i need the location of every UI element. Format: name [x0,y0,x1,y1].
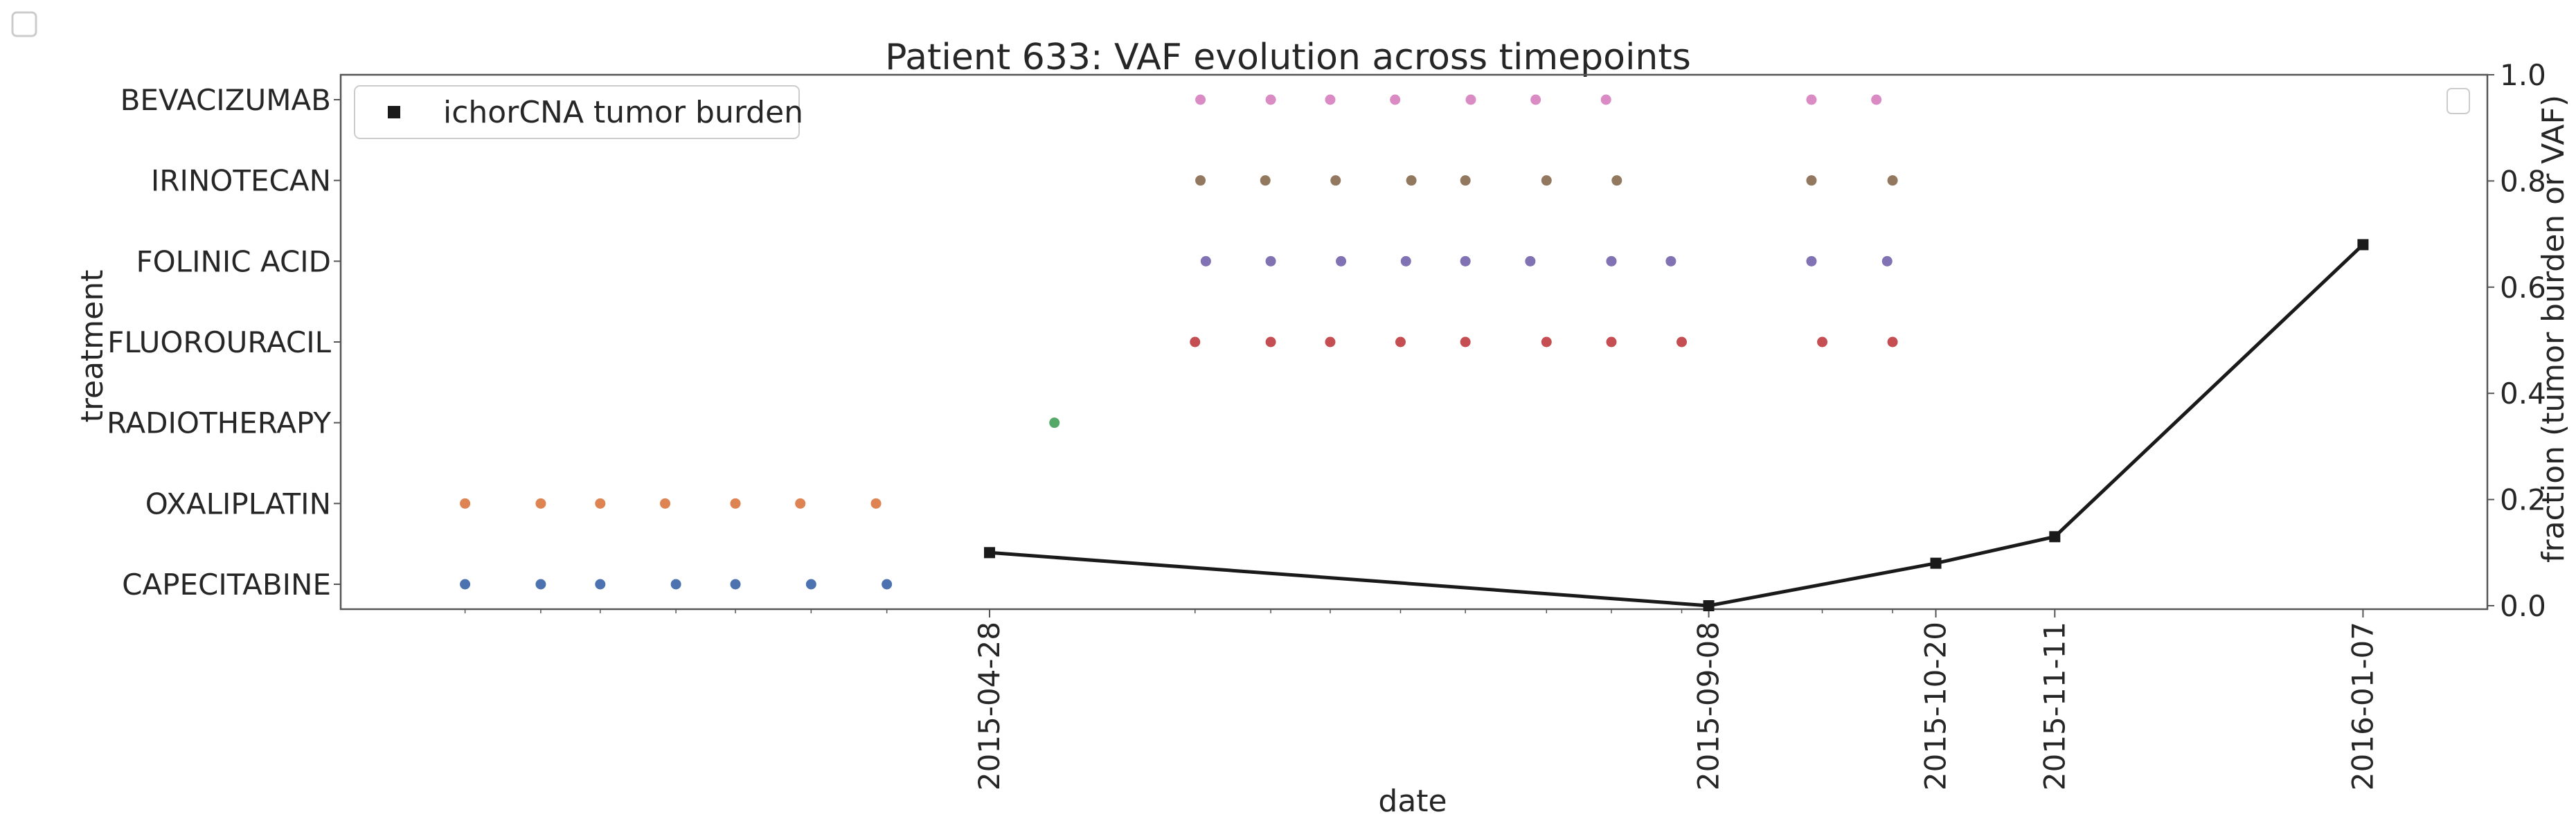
y2-tick-label: 0.4 [2500,377,2546,410]
x-tick-label: 2015-10-20 [1919,622,1953,791]
treatment-dot [730,498,741,509]
treatment-dot [670,579,681,590]
treatment-dot [1049,417,1060,428]
treatment-dot [1265,255,1276,267]
treatment-dot [1606,336,1617,348]
legend-square-marker [388,106,400,118]
treatment-dot [1265,94,1276,105]
treatment-dot [1195,175,1206,186]
treatment-dot [870,498,882,509]
treatment-dot [1460,255,1471,267]
y-tick-label: FLUOROURACIL [107,325,331,359]
tumor-burden-marker [1930,557,1942,569]
treatment-dot [1525,255,1536,267]
y2-tick-label: 0.8 [2500,164,2546,198]
chart-title: Patient 633: VAF evolution across timepo… [885,37,1691,78]
treatment-dot [1871,94,1882,105]
treatment-dot [1460,175,1471,186]
treatment-dot [595,579,606,590]
treatment-dot [1330,175,1341,186]
x-tick-label: 2015-11-11 [2037,622,2071,791]
y2-tick-label: 1.0 [2500,58,2546,92]
treatment-dot [1395,336,1406,348]
treatment-dot [1260,175,1271,186]
x-tick-label: 2016-01-07 [2345,622,2379,791]
y-tick-label: FOLINIC ACID [136,244,331,278]
treatment-dot [1390,94,1401,105]
plot-frame [339,73,2489,611]
y-axis-label: treatment [75,270,110,423]
treatment-dot [1336,255,1347,267]
treatment-dot [882,579,893,590]
treatment-dot [535,498,546,509]
treatment-dot [1406,175,1417,186]
tumor-burden-marker [2357,239,2369,251]
treatment-dot [1665,255,1676,267]
treatment-dot [1817,336,1828,348]
corner-checkbox[interactable] [11,11,37,37]
right-legend-placeholder [2447,88,2470,114]
treatment-dot [1611,175,1622,186]
treatment-dot [1400,255,1411,267]
treatment-dot [1887,175,1898,186]
treatment-dot [1195,94,1206,105]
tumor-burden-marker [1703,600,1715,611]
treatment-dot [1881,255,1893,267]
treatment-dot [795,498,806,509]
treatment-dot [1465,94,1476,105]
treatment-dot [1460,336,1471,348]
treatment-dot [730,579,741,590]
legend-entry-ichorcna: ichorCNA tumor burden [443,95,803,130]
treatment-dot [660,498,671,509]
treatment-dot [460,498,471,509]
y2-axis-label: fraction (tumor burden or VAF) [2536,95,2571,563]
x-tick-label: 2015-09-08 [1692,622,1726,791]
treatment-dot [1806,175,1817,186]
treatment-dot [1325,94,1336,105]
tumor-burden-line [989,243,2365,608]
y-tick-label: RADIOTHERAPY [107,406,331,440]
y2-tick-label: 0.2 [2500,483,2546,517]
y2-tick-label: 0.6 [2500,271,2546,305]
y-tick-label: IRINOTECAN [151,164,331,198]
treatment-dot [1887,336,1898,348]
treatment-dot [1541,175,1552,186]
plot-area: CAPECITABINE OXALIPLATIN RADIOTHERAPY FLUOR… [107,58,2546,791]
tumor-burden-marker [2049,531,2061,543]
treatment-dot [1806,255,1817,267]
y2-tick-label: 0.0 [2500,589,2546,623]
treatment-dot [1541,336,1552,348]
y-tick-label: BEVACIZUMAB [120,83,331,117]
legend: ichorCNA tumor burden [354,85,803,139]
treatment-dot [1190,336,1201,348]
treatment-dot [805,579,816,590]
y-tick-label: CAPECITABINE [122,568,331,602]
treatment-dot [1676,336,1688,348]
treatment-dot [1606,255,1617,267]
legend-box [354,85,800,139]
x-tick-label: 2015-04-28 [972,622,1006,791]
treatment-dot [595,498,606,509]
treatment-dot [535,579,546,590]
treatment-dot [1200,255,1211,267]
y-tick-label: OXALIPLATIN [145,487,331,521]
tumor-burden-marker [984,547,996,559]
treatment-dot [460,579,471,590]
x-axis-label: date [1378,784,1447,819]
treatment-dot [1806,94,1817,105]
treatment-dot [1265,336,1276,348]
treatment-dot [1600,94,1611,105]
treatment-dot [1325,336,1336,348]
treatment-dot [1530,94,1541,105]
